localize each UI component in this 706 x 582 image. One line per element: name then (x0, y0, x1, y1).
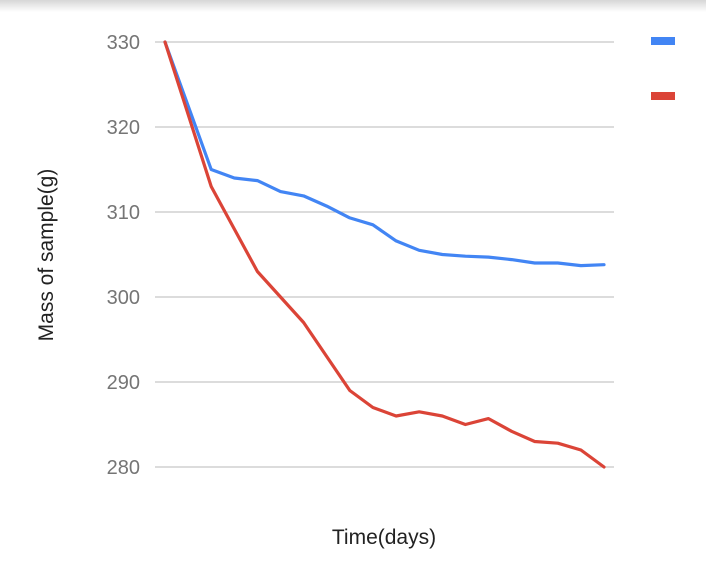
y-tick-label: 320 (107, 117, 140, 139)
series-line-2 (163, 40, 606, 469)
y-tick-label: 330 (107, 32, 140, 54)
series-lines (163, 40, 606, 469)
y-axis-title: Mass of sample(g) (35, 169, 58, 342)
legend-swatch-1 (651, 37, 675, 45)
legend-swatch-2 (651, 92, 675, 100)
x-axis-title: Time(days) (332, 526, 436, 549)
gridlines (155, 41, 614, 468)
series-line-1 (163, 40, 606, 268)
y-tick-label: 310 (107, 202, 140, 224)
y-tick-label: 290 (107, 372, 140, 394)
legend (651, 37, 675, 100)
top-shadow (0, 0, 706, 12)
y-tick-label: 280 (107, 457, 140, 479)
y-tick-label: 300 (107, 287, 140, 309)
y-axis-ticks: 330 320 310 300 290 280 (107, 32, 140, 479)
